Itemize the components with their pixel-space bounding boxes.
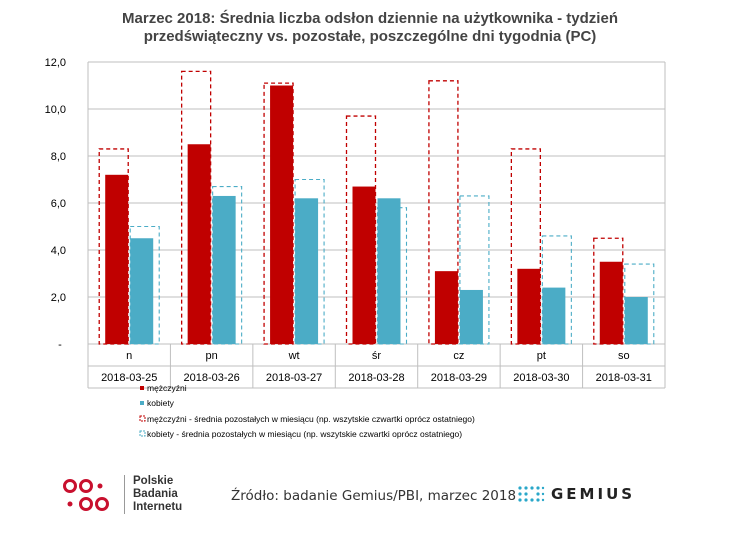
x-tick-label-date: 2018-03-29 [431, 372, 487, 384]
x-tick-label-day: wt [288, 350, 300, 362]
x-tick-label-day: śr [372, 350, 382, 362]
bar-chart: - 2,0 4,0 6,0 8,0 10,0 12,0 n 2018-03-25 pn 2018-0… [45, 57, 666, 439]
x-tick-label-date: 2018-03-31 [596, 372, 652, 384]
x-tick-label-date: 2018-03-28 [348, 372, 404, 384]
bar-men [105, 174, 129, 344]
chart-title-line-2: przedświąteczny vs. pozostałe, poszczegó… [143, 28, 597, 45]
x-tick-label-day: n [126, 350, 132, 362]
legend-marker [139, 430, 146, 437]
gemius-dots-icon [518, 486, 545, 502]
bar-women [212, 195, 236, 344]
bar-women [624, 297, 648, 344]
pbi-line-3: Internetu [133, 501, 183, 513]
bar-men [352, 186, 376, 344]
x-tick-label-day: cz [453, 350, 464, 362]
bar-women [130, 238, 154, 344]
legend-label: mężczyźni - średnia pozostałych w miesią… [147, 414, 475, 424]
x-tick-label-date: 2018-03-30 [513, 372, 569, 384]
x-tick-label-day: so [618, 350, 630, 362]
x-tick-label-date: 2018-03-25 [101, 372, 157, 384]
bar-women [542, 287, 566, 344]
legend-label: kobiety - średnia pozostałych w miesiącu… [147, 429, 462, 439]
y-tick-label: 12,0 [45, 57, 66, 69]
chart-title-line-1: Marzec 2018: Średnia liczba odsłon dzien… [122, 10, 618, 27]
source-note: Źródło: badanie Gemius/PBI, marzec 2018 [231, 488, 517, 504]
pbi-logo: Polskie Badania Internetu [62, 475, 182, 514]
legend-marker [139, 415, 146, 422]
pbi-line-1: Polskie [133, 475, 174, 487]
y-tick-label: 6,0 [51, 198, 66, 210]
chart-title: Marzec 2018: Średnia liczba odsłon dzien… [60, 10, 680, 46]
legend-marker [140, 386, 144, 390]
legend-label: mężczyźni [147, 383, 187, 393]
bar-men [599, 261, 623, 344]
bar-women [459, 289, 483, 344]
bar-women [377, 198, 401, 344]
gemius-logo: GEMIUS [517, 484, 635, 504]
y-tick-label: 4,0 [51, 245, 66, 257]
bar-women [295, 198, 319, 344]
y-tick-label: 8,0 [51, 151, 66, 163]
legend-marker [140, 401, 144, 405]
y-tick-label: 2,0 [51, 292, 66, 304]
x-tick-label-day: pn [206, 350, 218, 362]
pbi-line-2: Badania [133, 488, 178, 500]
bar-men [517, 268, 541, 344]
legend-label: kobiety [147, 398, 175, 408]
pbi-logo-text: Polskie Badania Internetu [124, 475, 182, 514]
bar-men [434, 271, 458, 344]
y-tick-label: - [58, 339, 62, 351]
bar-men-average [428, 80, 459, 345]
x-tick-label-date: 2018-03-27 [266, 372, 322, 384]
x-tick-label-date: 2018-03-26 [184, 372, 240, 384]
y-tick-label: 10,0 [45, 104, 66, 116]
gemius-label: GEMIUS [551, 485, 636, 503]
x-tick-label-day: pt [537, 350, 546, 362]
bar-men [187, 144, 211, 344]
bar-men [270, 85, 294, 344]
pbi-dots-icon [63, 478, 109, 511]
